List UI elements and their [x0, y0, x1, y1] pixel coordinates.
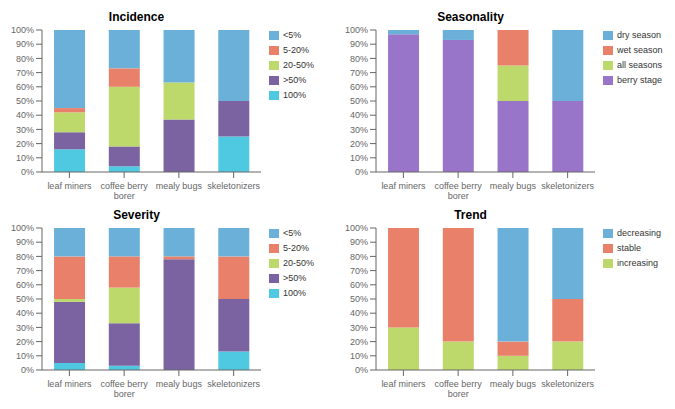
html-text:100%: 100%: [283, 288, 306, 298]
svg-text:10%: 10%: [16, 351, 34, 361]
html-text:Trend: Trend: [454, 208, 487, 222]
svg-text:mealy bugs: mealy bugs: [156, 379, 203, 389]
svg-text:50%: 50%: [350, 96, 368, 106]
svg-text:30%: 30%: [350, 323, 368, 333]
svg-text:70%: 70%: [350, 68, 368, 78]
svg-text:20%: 20%: [350, 337, 368, 347]
svg-text:0%: 0%: [355, 365, 368, 375]
svg-text:80%: 80%: [16, 54, 34, 64]
svg-text:leaf miners: leaf miners: [381, 181, 426, 191]
html-text:20-50%: 20-50%: [283, 60, 314, 70]
svg-text:0%: 0%: [21, 365, 34, 375]
html-text:>50%: >50%: [283, 273, 307, 283]
svg-text:mealy bugs: mealy bugs: [490, 379, 537, 389]
svg-text:70%: 70%: [16, 68, 34, 78]
html-text:<5%: <5%: [283, 30, 302, 40]
svg-text:100%: 100%: [345, 26, 368, 35]
svg-text:80%: 80%: [350, 54, 368, 64]
html-text:decreasing: decreasing: [617, 228, 661, 238]
svg-text:60%: 60%: [350, 280, 368, 290]
svg-text:skeletonizers: skeletonizers: [207, 379, 260, 389]
svg-text:coffee berryborer: coffee berryborer: [434, 379, 482, 399]
svg-text:30%: 30%: [16, 323, 34, 333]
svg-text:leaf miners: leaf miners: [47, 181, 92, 191]
svg-text:coffee berryborer: coffee berryborer: [100, 181, 148, 201]
svg-text:80%: 80%: [350, 252, 368, 262]
html-text:increasing: increasing: [617, 258, 658, 268]
svg-text:100%: 100%: [11, 26, 34, 35]
svg-text:60%: 60%: [16, 82, 34, 92]
svg-text:60%: 60%: [350, 82, 368, 92]
svg-text:80%: 80%: [16, 252, 34, 262]
svg-text:10%: 10%: [16, 153, 34, 163]
html-text:stable: stable: [617, 243, 641, 253]
html-text:Severity: Severity: [113, 208, 160, 222]
svg-text:90%: 90%: [350, 39, 368, 49]
svg-text:90%: 90%: [16, 237, 34, 247]
svg-text:10%: 10%: [350, 351, 368, 361]
svg-text:60%: 60%: [16, 280, 34, 290]
svg-text:30%: 30%: [350, 125, 368, 135]
svg-text:70%: 70%: [350, 266, 368, 276]
svg-text:50%: 50%: [350, 294, 368, 304]
svg-text:20%: 20%: [16, 139, 34, 149]
svg-text:mealy bugs: mealy bugs: [156, 181, 203, 191]
svg-text:0%: 0%: [355, 167, 368, 177]
svg-text:50%: 50%: [16, 294, 34, 304]
svg-text:coffee berryborer: coffee berryborer: [434, 181, 482, 201]
html-text:<5%: <5%: [283, 228, 302, 238]
svg-text:0%: 0%: [21, 167, 34, 177]
html-text:wet season: wet season: [617, 45, 663, 55]
svg-text:50%: 50%: [16, 96, 34, 106]
html-text:Seasonality: Seasonality: [437, 10, 504, 24]
svg-text:100%: 100%: [345, 224, 368, 233]
svg-text:40%: 40%: [350, 110, 368, 120]
svg-text:70%: 70%: [16, 266, 34, 276]
svg-text:leaf miners: leaf miners: [381, 379, 426, 389]
html-text:5-20%: 5-20%: [283, 45, 309, 55]
svg-text:100%: 100%: [11, 224, 34, 233]
svg-text:30%: 30%: [16, 125, 34, 135]
html-text:5-20%: 5-20%: [283, 243, 309, 253]
svg-text:coffee berryborer: coffee berryborer: [100, 379, 148, 399]
svg-text:40%: 40%: [16, 110, 34, 120]
svg-text:skeletonizers: skeletonizers: [541, 181, 594, 191]
html-text:100%: 100%: [283, 90, 306, 100]
svg-text:40%: 40%: [350, 308, 368, 318]
svg-text:20%: 20%: [350, 139, 368, 149]
svg-text:10%: 10%: [350, 153, 368, 163]
svg-text:90%: 90%: [350, 237, 368, 247]
html-text:20-50%: 20-50%: [283, 258, 314, 268]
svg-text:skeletonizers: skeletonizers: [207, 181, 260, 191]
svg-text:skeletonizers: skeletonizers: [541, 379, 594, 389]
svg-text:90%: 90%: [16, 39, 34, 49]
svg-text:leaf miners: leaf miners: [47, 379, 92, 389]
svg-text:40%: 40%: [16, 308, 34, 318]
html-text:Incidence: Incidence: [108, 10, 165, 24]
svg-text:20%: 20%: [16, 337, 34, 347]
svg-text:mealy bugs: mealy bugs: [490, 181, 537, 191]
html-text:all seasons: all seasons: [617, 60, 662, 70]
html-text:berry stage: berry stage: [617, 75, 662, 85]
html-text:>50%: >50%: [283, 75, 307, 85]
html-text:dry season: dry season: [617, 30, 661, 40]
